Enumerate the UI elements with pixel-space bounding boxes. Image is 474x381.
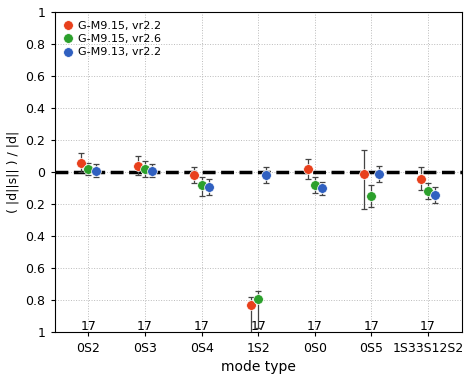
X-axis label: mode type: mode type [221, 360, 296, 374]
Text: 17: 17 [364, 320, 379, 333]
Text: 17: 17 [194, 320, 210, 333]
Text: 17: 17 [137, 320, 153, 333]
Text: 17: 17 [81, 320, 96, 333]
Legend: G-M9.15, vr2.2, G-M9.15, vr2.6, G-M9.13, vr2.2: G-M9.15, vr2.2, G-M9.15, vr2.6, G-M9.13,… [60, 18, 164, 61]
Text: 17: 17 [307, 320, 323, 333]
Text: 17: 17 [420, 320, 436, 333]
Y-axis label: ( |d||s|| ) / |d|: ( |d||s|| ) / |d| [7, 131, 20, 213]
Text: 17: 17 [250, 320, 266, 333]
